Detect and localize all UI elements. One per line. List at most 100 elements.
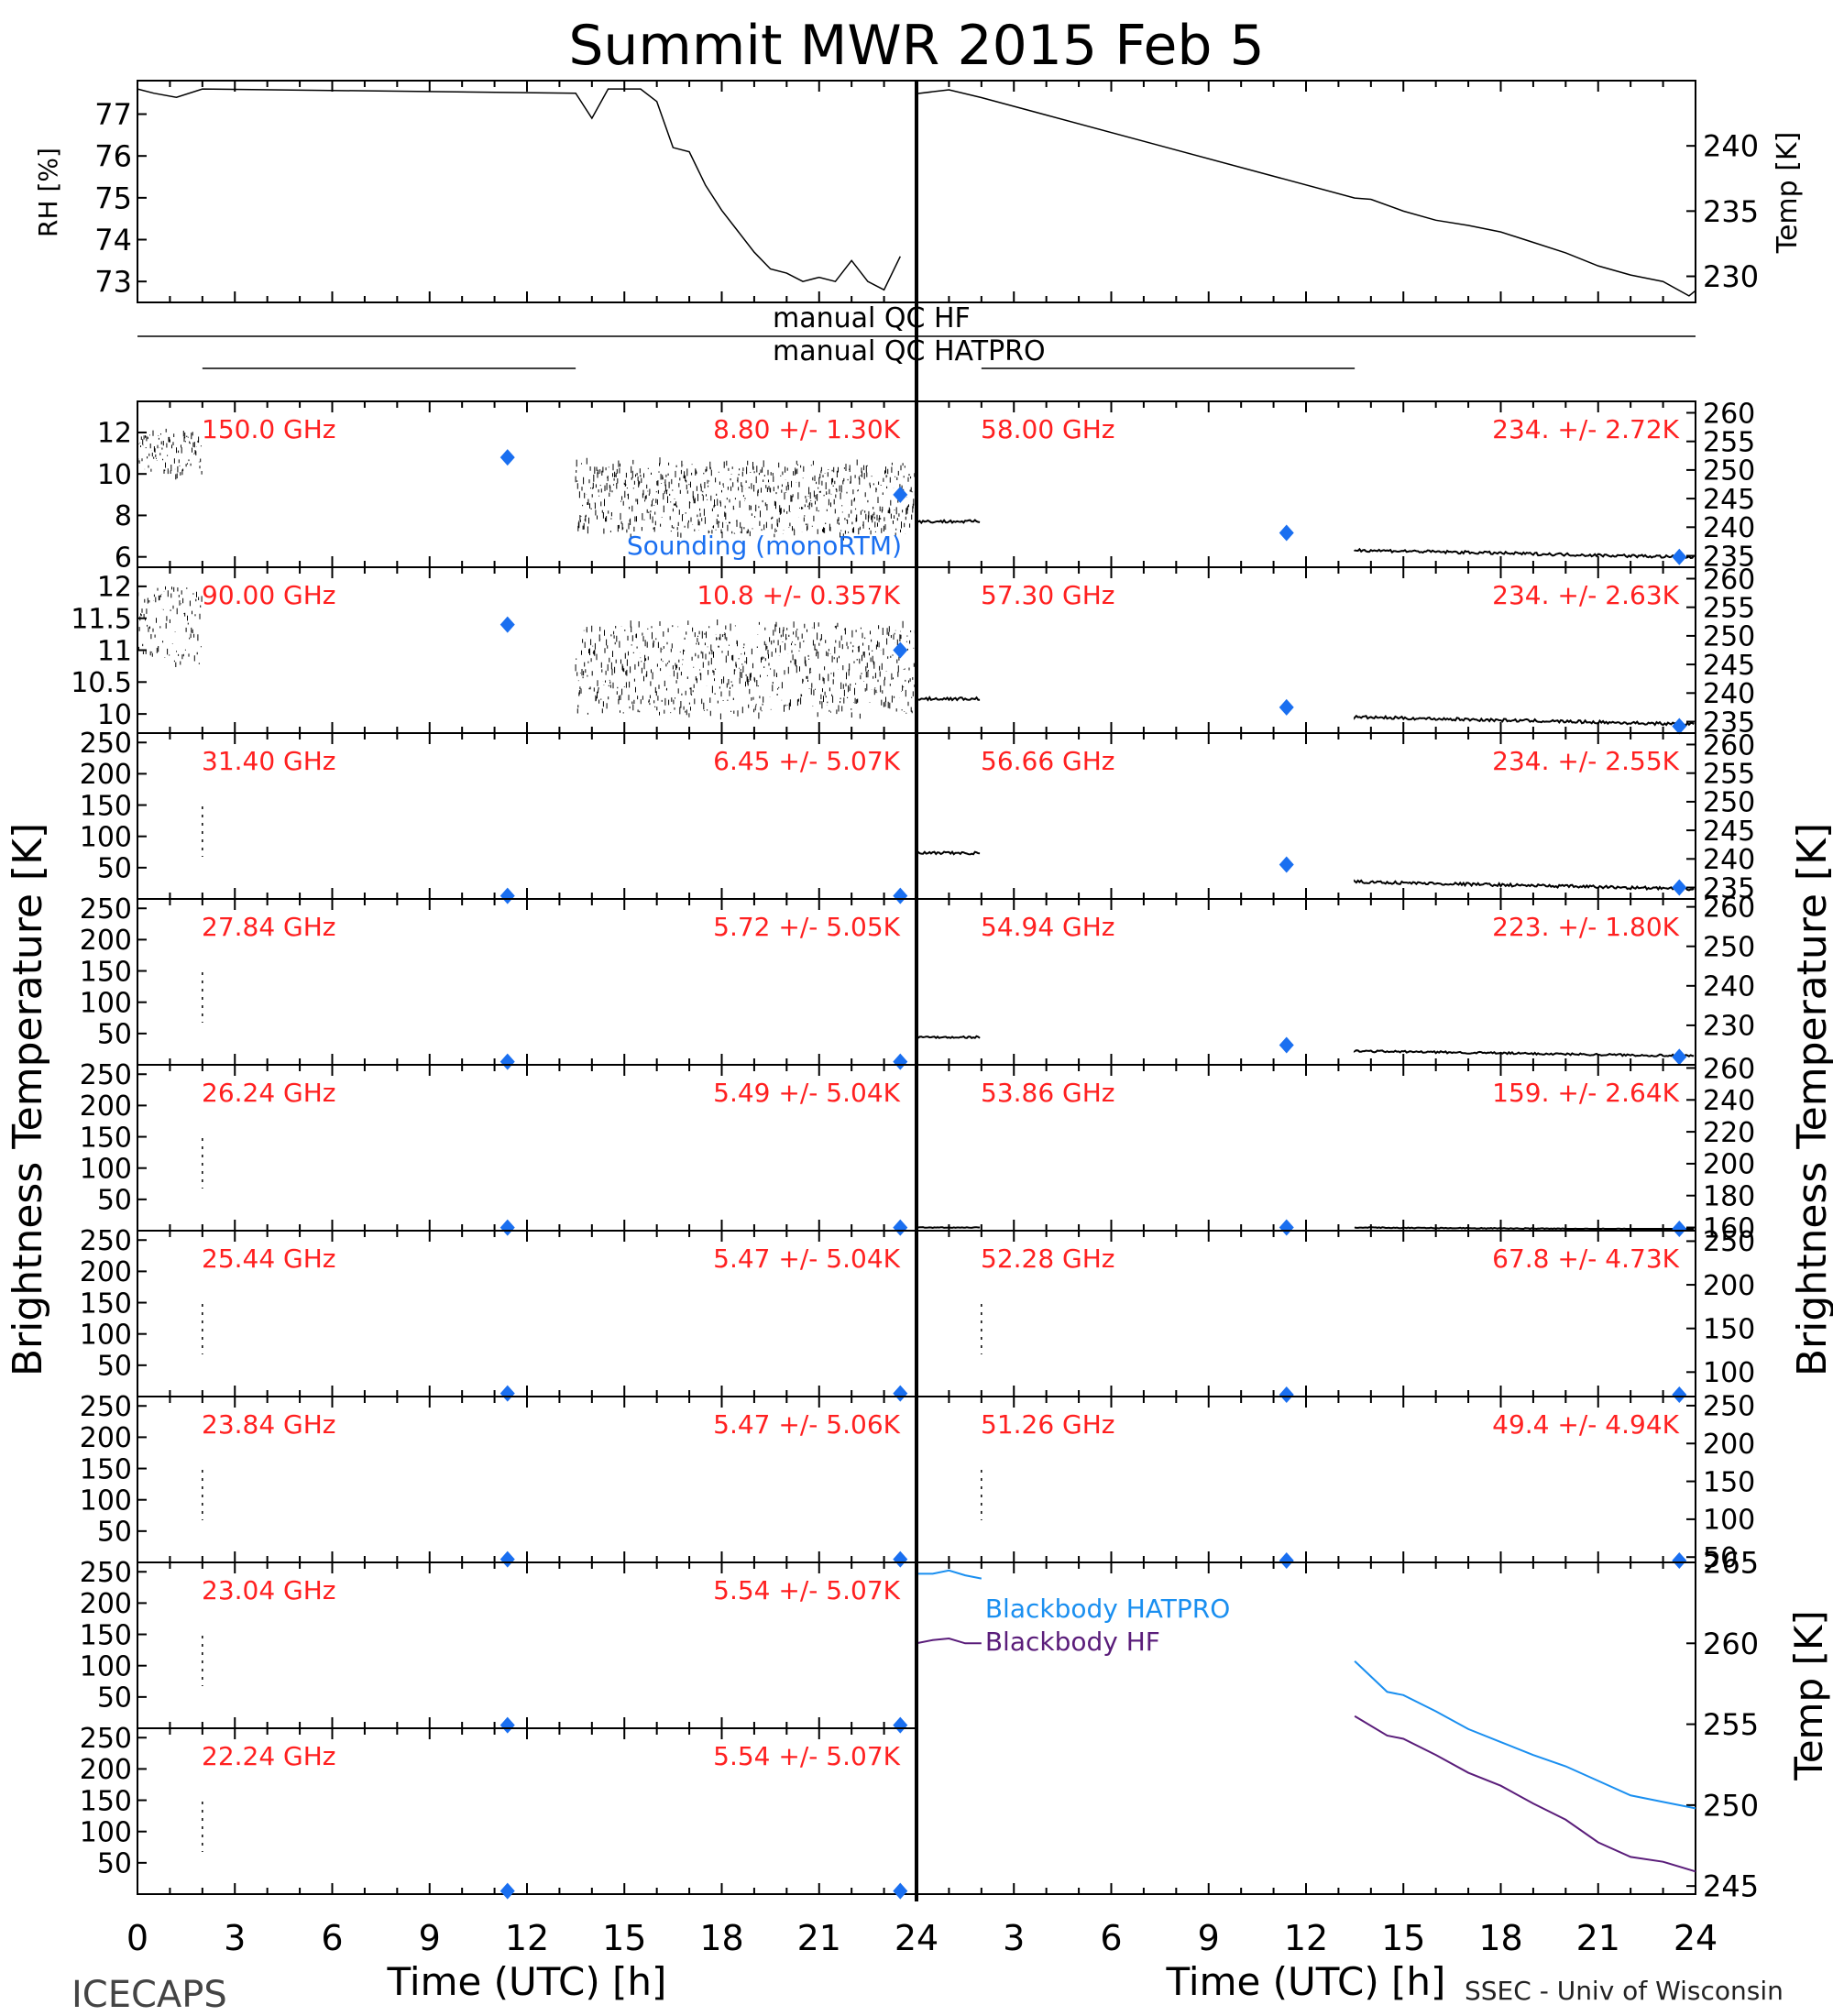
x-tick-label: 15 xyxy=(602,1918,646,1958)
channel-y-tick-label: 100 xyxy=(80,987,132,1019)
sounding-marker xyxy=(1672,1221,1687,1237)
channel-trace xyxy=(1353,714,1695,728)
rh-y-tick-label: 75 xyxy=(94,181,132,215)
rh-series-line xyxy=(137,88,901,291)
x-tick-label: 3 xyxy=(224,1918,246,1958)
channel-y-tick-label: 100 xyxy=(80,1153,132,1185)
channel-y-tick-label: 100 xyxy=(1703,1505,1755,1537)
channel-trace xyxy=(916,1226,981,1230)
channel-y-tick-label: 260 xyxy=(1703,1053,1755,1085)
channel-y-tick-label: 50 xyxy=(97,853,132,885)
channel-y-tick-label: 250 xyxy=(80,893,132,926)
temp-axis-label: Temp [K] xyxy=(1772,132,1804,255)
channel-y-tick-label: 10 xyxy=(97,459,132,491)
channel-panel-L0: 6 8 10 12 150.0 GHz 8.80 +/- 1.30K Sounding (m… xyxy=(97,400,917,574)
qc-hf-label: manual QC HF xyxy=(773,302,971,334)
blackbody-y-tick-label: 260 xyxy=(1703,1627,1759,1661)
channel-y-tick-label: 220 xyxy=(1703,1117,1755,1149)
channel-y-tick-label: 255 xyxy=(1703,758,1755,790)
channel-panels: 6 8 10 12 150.0 GHz 8.80 +/- 1.30K Sounding (m… xyxy=(71,398,1755,1900)
channel-y-tick-label: 250 xyxy=(1703,1226,1755,1258)
channel-y-tick-label: 100 xyxy=(80,1816,132,1848)
channel-trace xyxy=(137,586,916,720)
channel-y-tick-label: 10.5 xyxy=(71,667,132,699)
left-x-axis-label: Time (UTC) [h] xyxy=(387,1959,667,2004)
rh-y-tick-label: 74 xyxy=(94,223,132,257)
sounding-marker xyxy=(1672,718,1687,735)
channel-y-tick-label: 10 xyxy=(97,699,132,731)
channel-frequency-label: 56.66 GHz xyxy=(981,746,1115,776)
footer-right-label: SSEC - Univ of Wisconsin xyxy=(1465,1976,1784,2006)
channel-y-tick-label: 50 xyxy=(97,1517,132,1549)
qc-hatpro-label: manual QC HATPRO xyxy=(773,335,1046,367)
figure-title: Summit MWR 2015 Feb 5 xyxy=(568,14,1264,78)
channel-frequency-label: 52.28 GHz xyxy=(981,1244,1115,1274)
channel-y-tick-label: 245 xyxy=(1703,650,1755,682)
channel-y-tick-label: 200 xyxy=(80,1256,132,1288)
channel-frequency-label: 58.00 GHz xyxy=(981,414,1115,444)
temp-y-tick-label: 235 xyxy=(1703,194,1759,229)
channel-frequency-label: 54.94 GHz xyxy=(981,912,1115,942)
channel-y-tick-label: 250 xyxy=(80,1059,132,1091)
channel-y-tick-label: 11 xyxy=(97,635,132,667)
channel-stats-label: 5.47 +/- 5.06K xyxy=(713,1409,900,1440)
channel-panel-R5: 100 150 200 250 52.28 GHz 67.8 +/- 4.73K xyxy=(916,1226,1755,1403)
temp-panel-frame xyxy=(916,80,1696,303)
channel-stats-label: 234. +/- 2.63K xyxy=(1492,580,1679,610)
channel-y-tick-label: 100 xyxy=(80,1485,132,1517)
channel-y-tick-label: 150 xyxy=(1703,1313,1755,1345)
channel-frequency-label: 27.84 GHz xyxy=(202,912,336,942)
x-tick-label: 24 xyxy=(895,1918,938,1958)
channel-y-tick-label: 200 xyxy=(80,1754,132,1786)
sounding-legend-label: Sounding (monoRTM) xyxy=(627,531,902,561)
channel-y-tick-label: 260 xyxy=(1703,398,1755,430)
channel-y-tick-label: 255 xyxy=(1703,426,1755,458)
x-tick-label: 12 xyxy=(1284,1918,1328,1958)
sounding-marker xyxy=(1279,524,1294,542)
channel-y-tick-label: 150 xyxy=(80,956,132,988)
sounding-marker xyxy=(1672,879,1687,896)
channel-y-tick-label: 100 xyxy=(1703,1357,1755,1389)
blackbody-series-line xyxy=(916,1637,982,1645)
sounding-marker xyxy=(893,1882,908,1900)
blackbody-y-tick-label: 245 xyxy=(1703,1869,1759,1904)
channel-y-tick-label: 260 xyxy=(1703,564,1755,596)
sounding-marker xyxy=(499,1053,515,1070)
channel-y-tick-label: 150 xyxy=(80,1287,132,1320)
right-x-axis-label: Time (UTC) [h] xyxy=(1166,1959,1446,2004)
channel-frequency-label: 90.00 GHz xyxy=(202,580,336,610)
channel-y-tick-label: 200 xyxy=(1703,1149,1755,1181)
channel-y-tick-label: 235 xyxy=(1703,707,1755,739)
channel-stats-label: 5.72 +/- 5.05K xyxy=(713,912,900,942)
blackbody-series-line xyxy=(1354,1715,1696,1873)
sounding-marker xyxy=(893,641,908,659)
channel-y-tick-label: 100 xyxy=(80,821,132,853)
sounding-marker xyxy=(1672,1048,1687,1066)
right-y-axis-label: Brightness Temperature [K] xyxy=(1789,823,1833,1376)
channel-trace xyxy=(1354,1226,1695,1231)
channel-y-tick-label: 245 xyxy=(1703,484,1755,516)
sounding-marker xyxy=(1279,698,1294,716)
channel-stats-label: 67.8 +/- 4.73K xyxy=(1492,1244,1679,1274)
blackbody-series-line xyxy=(1354,1660,1696,1810)
sounding-marker xyxy=(499,1219,515,1236)
x-tick-label: 12 xyxy=(505,1918,549,1958)
channel-frequency-label: 22.24 GHz xyxy=(202,1741,336,1771)
channel-frequency-label: 25.44 GHz xyxy=(202,1244,336,1274)
x-tick-label: 18 xyxy=(699,1918,743,1958)
channel-y-tick-label: 250 xyxy=(1703,787,1755,819)
channel-y-tick-label: 50 xyxy=(97,1185,132,1217)
channel-panel-R6: 50 100 150 200 250 51.26 GHz 49.4 +/- 4.94K xyxy=(916,1391,1755,1574)
channel-y-tick-label: 250 xyxy=(80,1557,132,1589)
blackbody-y-tick-label: 250 xyxy=(1703,1788,1759,1823)
channel-frequency-label: 26.24 GHz xyxy=(202,1078,336,1108)
channel-y-tick-label: 100 xyxy=(80,1650,132,1682)
qc-panel: manual QC HF manual QC HATPRO xyxy=(137,302,1696,369)
channel-trace xyxy=(916,696,981,702)
temp-y-ticks: 230 235 240 xyxy=(916,81,1759,302)
sounding-marker xyxy=(1279,1219,1294,1236)
blackbody-axis-label: Temp [K] xyxy=(1786,1610,1831,1781)
